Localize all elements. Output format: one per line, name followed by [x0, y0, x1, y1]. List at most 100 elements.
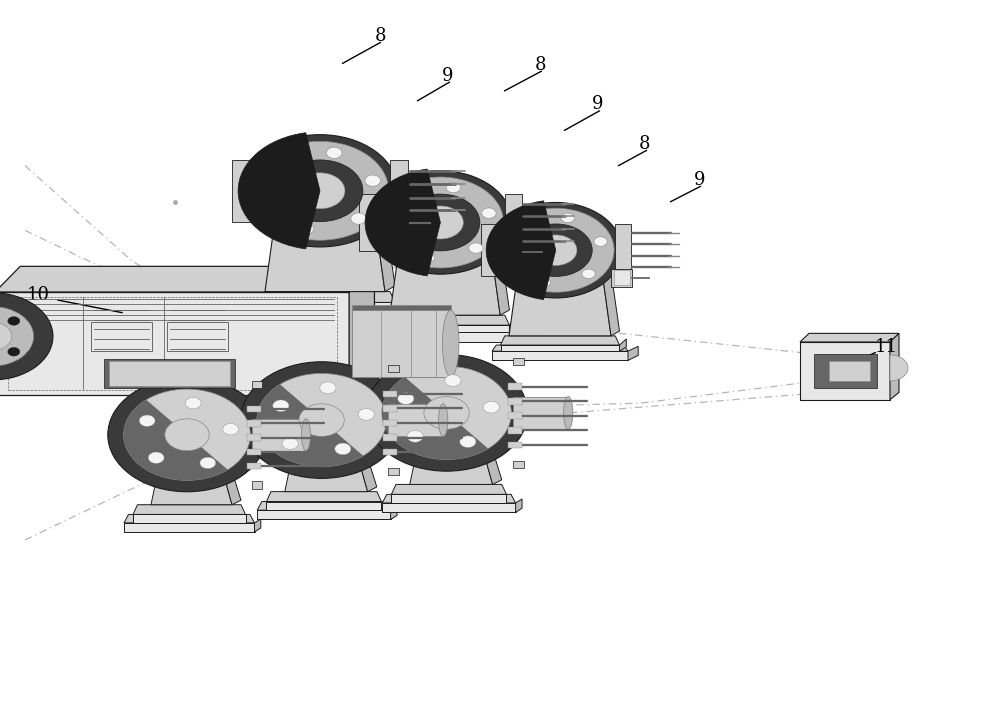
Polygon shape: [252, 482, 262, 489]
Wedge shape: [298, 223, 314, 235]
Polygon shape: [800, 342, 890, 400]
Wedge shape: [320, 382, 336, 394]
Wedge shape: [561, 213, 574, 222]
Wedge shape: [108, 378, 266, 492]
Wedge shape: [295, 173, 345, 209]
Polygon shape: [124, 515, 254, 523]
Wedge shape: [326, 147, 342, 158]
Polygon shape: [381, 325, 509, 332]
Polygon shape: [508, 413, 522, 419]
Polygon shape: [391, 485, 506, 495]
Polygon shape: [257, 510, 391, 519]
Wedge shape: [351, 213, 366, 224]
Wedge shape: [369, 171, 512, 274]
Wedge shape: [365, 169, 440, 276]
Polygon shape: [388, 215, 407, 232]
Wedge shape: [223, 423, 239, 435]
Polygon shape: [410, 418, 493, 485]
Wedge shape: [8, 317, 20, 325]
Wedge shape: [335, 443, 351, 455]
Polygon shape: [388, 404, 443, 436]
Wedge shape: [8, 347, 20, 356]
Polygon shape: [474, 415, 502, 485]
Wedge shape: [483, 401, 499, 413]
Polygon shape: [513, 461, 524, 468]
Wedge shape: [274, 158, 289, 168]
Polygon shape: [266, 492, 381, 502]
Polygon shape: [245, 302, 405, 310]
Polygon shape: [620, 339, 626, 351]
Wedge shape: [0, 323, 12, 351]
Polygon shape: [492, 351, 628, 361]
Polygon shape: [381, 315, 509, 325]
Wedge shape: [497, 208, 614, 292]
Wedge shape: [890, 355, 908, 381]
Text: 11: 11: [874, 338, 898, 356]
Wedge shape: [382, 377, 488, 459]
Polygon shape: [252, 381, 262, 388]
Polygon shape: [247, 463, 261, 469]
Polygon shape: [383, 390, 397, 397]
Polygon shape: [501, 336, 620, 345]
Wedge shape: [200, 457, 216, 469]
Wedge shape: [299, 404, 344, 436]
Polygon shape: [509, 318, 517, 332]
Wedge shape: [241, 361, 403, 478]
Wedge shape: [460, 436, 476, 448]
Polygon shape: [382, 495, 516, 503]
Wedge shape: [273, 400, 289, 412]
Wedge shape: [537, 278, 550, 287]
Polygon shape: [371, 332, 519, 342]
Text: 8: 8: [639, 135, 651, 153]
Ellipse shape: [442, 310, 459, 377]
Polygon shape: [214, 436, 241, 505]
Wedge shape: [469, 243, 483, 253]
Polygon shape: [255, 302, 395, 310]
Polygon shape: [503, 244, 520, 260]
Polygon shape: [614, 271, 630, 285]
Wedge shape: [385, 227, 399, 237]
Wedge shape: [257, 384, 363, 467]
Wedge shape: [594, 237, 607, 246]
Wedge shape: [358, 408, 374, 420]
Polygon shape: [383, 420, 397, 426]
Text: 8: 8: [534, 56, 546, 74]
Polygon shape: [247, 406, 261, 413]
Polygon shape: [390, 249, 500, 315]
Text: 8: 8: [374, 27, 386, 45]
Polygon shape: [602, 271, 620, 336]
Polygon shape: [391, 495, 506, 503]
Wedge shape: [185, 397, 201, 409]
Polygon shape: [505, 194, 522, 251]
Polygon shape: [383, 405, 397, 412]
Polygon shape: [133, 505, 246, 515]
Polygon shape: [247, 434, 261, 441]
Polygon shape: [519, 326, 530, 342]
Polygon shape: [390, 160, 408, 222]
Polygon shape: [252, 419, 306, 451]
Wedge shape: [377, 177, 504, 268]
Wedge shape: [139, 415, 155, 426]
Polygon shape: [104, 359, 235, 388]
Text: 9: 9: [592, 96, 604, 114]
Wedge shape: [382, 366, 511, 459]
Wedge shape: [148, 452, 164, 464]
Polygon shape: [513, 397, 568, 429]
Text: 9: 9: [442, 67, 454, 85]
Polygon shape: [829, 361, 870, 381]
Wedge shape: [445, 374, 461, 387]
Polygon shape: [266, 502, 381, 510]
Polygon shape: [245, 310, 405, 320]
Polygon shape: [375, 216, 395, 292]
Polygon shape: [359, 194, 376, 251]
Polygon shape: [388, 365, 399, 372]
Polygon shape: [508, 383, 522, 390]
Wedge shape: [582, 269, 595, 279]
Polygon shape: [509, 275, 611, 336]
Wedge shape: [124, 400, 228, 480]
Polygon shape: [383, 449, 397, 456]
Wedge shape: [417, 206, 463, 239]
Wedge shape: [420, 252, 435, 263]
Wedge shape: [398, 392, 414, 405]
Polygon shape: [492, 345, 628, 351]
